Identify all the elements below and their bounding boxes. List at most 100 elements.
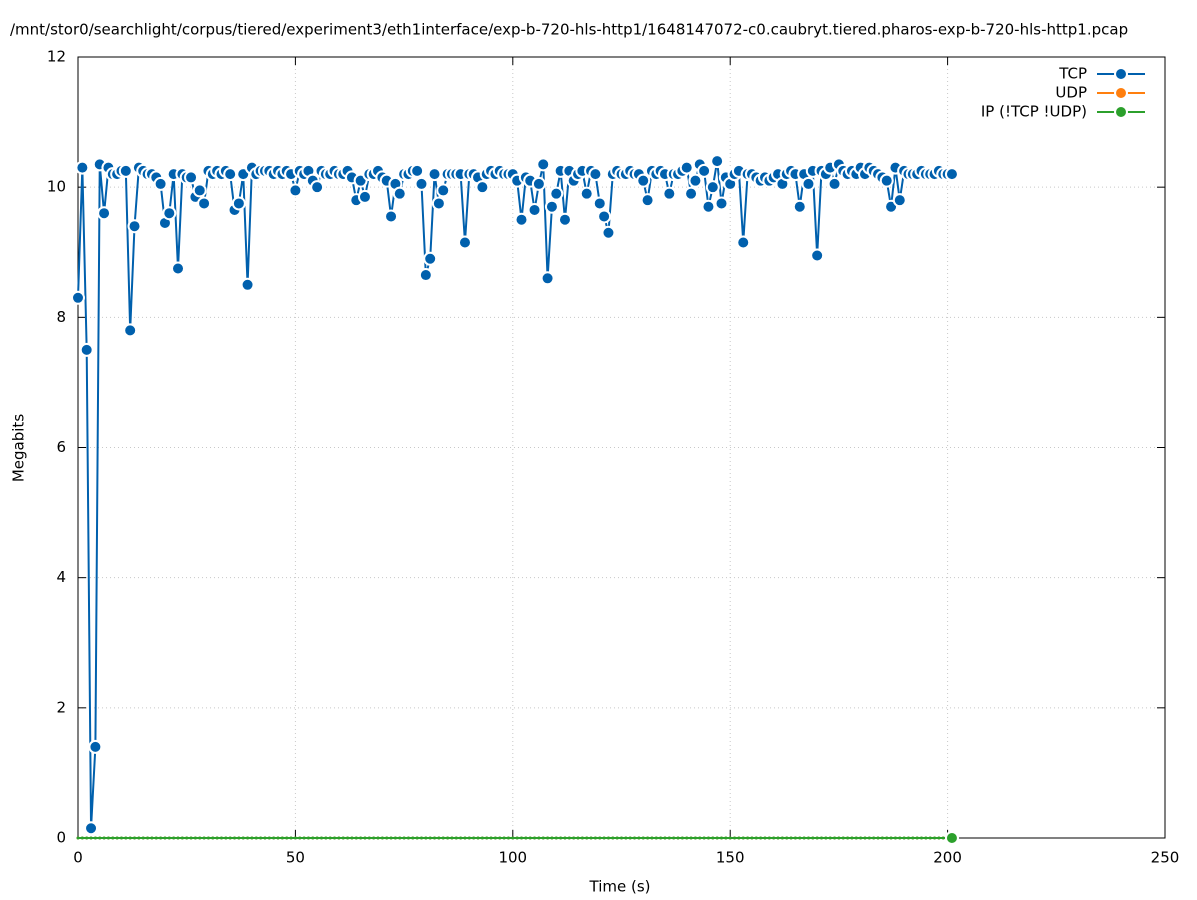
data-point [93, 836, 97, 840]
data-point [685, 836, 689, 840]
data-point [537, 836, 541, 840]
data-point [792, 199, 807, 214]
data-point [467, 836, 471, 840]
data-point [89, 836, 93, 840]
data-point [180, 836, 184, 840]
data-point [184, 170, 199, 185]
data-point [928, 836, 932, 840]
data-point [454, 836, 458, 840]
data-point [820, 836, 824, 840]
data-point [341, 836, 345, 840]
data-point [211, 836, 215, 840]
data-point [698, 836, 702, 840]
data-point [650, 836, 654, 840]
data-point [846, 836, 850, 840]
data-point [310, 180, 325, 195]
data-point [859, 836, 863, 840]
data-point [892, 193, 907, 208]
data-point [554, 836, 558, 840]
data-point [511, 836, 515, 840]
data-point [498, 836, 502, 840]
data-point [172, 836, 176, 840]
data-point [549, 186, 564, 201]
data-point [592, 196, 607, 211]
data-point [231, 196, 246, 211]
data-point [206, 836, 210, 840]
data-point [427, 167, 442, 182]
data-point [863, 836, 867, 840]
data-point [346, 836, 350, 840]
data-point [76, 836, 80, 840]
data-point [357, 189, 372, 204]
data-point [789, 836, 793, 840]
data-point [697, 163, 712, 178]
data-point [431, 196, 446, 211]
data-point [659, 836, 663, 840]
data-point [693, 836, 697, 840]
data-point [524, 836, 528, 840]
data-point [793, 836, 797, 840]
data-point [111, 836, 115, 840]
data-point [436, 183, 451, 198]
data-point [514, 212, 529, 227]
data-point [280, 836, 284, 840]
data-point [402, 836, 406, 840]
data-point [263, 836, 267, 840]
data-point [441, 836, 445, 840]
chart-title: /mnt/stor0/searchlight/corpus/tiered/exp… [10, 21, 1128, 39]
data-point [450, 836, 454, 840]
data-point [415, 836, 419, 840]
data-point [689, 836, 693, 840]
data-point [746, 836, 750, 840]
data-point [106, 836, 110, 840]
data-point [763, 836, 767, 840]
data-point [801, 176, 816, 191]
y-tick-label: 4 [56, 568, 66, 586]
data-point [898, 836, 902, 840]
data-point [476, 836, 480, 840]
data-point [137, 836, 141, 840]
data-point [102, 836, 106, 840]
data-point [706, 836, 710, 840]
data-point [463, 836, 467, 840]
data-point [272, 836, 276, 840]
data-point [633, 836, 637, 840]
data-point [146, 836, 150, 840]
x-tick-label: 100 [498, 849, 527, 867]
data-point [705, 180, 720, 195]
data-point [176, 836, 180, 840]
data-point [589, 836, 593, 840]
data-point [640, 193, 655, 208]
data-point [192, 183, 207, 198]
data-point [915, 836, 919, 840]
data-point [363, 836, 367, 840]
data-point [319, 836, 323, 840]
data-point [240, 277, 255, 292]
data-point [827, 176, 842, 191]
data-point [620, 836, 623, 840]
data-point [293, 836, 297, 840]
data-point [802, 836, 806, 840]
data-point [606, 836, 610, 840]
data-point [398, 836, 402, 840]
data-point [410, 163, 425, 178]
data-point [688, 173, 703, 188]
data-point [324, 836, 328, 840]
data-point [433, 836, 437, 840]
data-point [679, 160, 694, 175]
data-point [246, 836, 250, 840]
data-point [167, 836, 171, 840]
data-point [759, 836, 763, 840]
data-point [837, 836, 841, 840]
data-point [228, 836, 232, 840]
data-point [815, 836, 819, 840]
data-point [189, 836, 193, 840]
data-point [127, 219, 142, 234]
x-axis-label: Time (s) [589, 878, 651, 896]
data-point [198, 836, 202, 840]
x-tick-label: 0 [73, 849, 83, 867]
x-tick-label: 150 [716, 849, 745, 867]
data-point [150, 836, 154, 840]
data-point [311, 836, 315, 840]
data-point [754, 836, 758, 840]
